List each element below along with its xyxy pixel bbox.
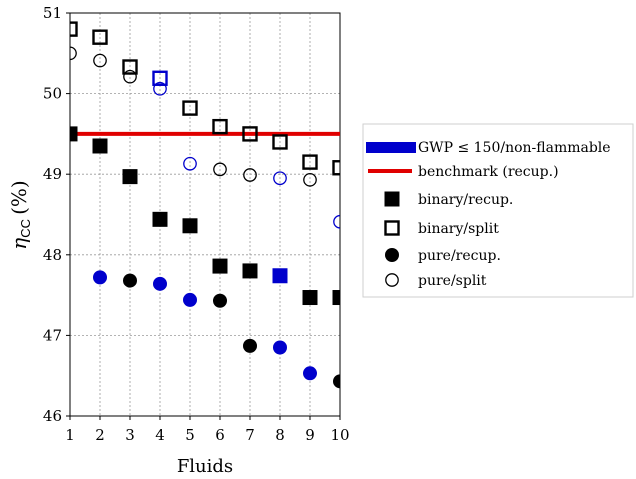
legend-open-square-icon bbox=[384, 220, 400, 236]
y-tick-label: 47 bbox=[43, 326, 62, 344]
x-tick-label: 3 bbox=[125, 426, 135, 444]
data-point bbox=[153, 81, 167, 96]
data-point bbox=[92, 138, 108, 154]
data-point bbox=[332, 290, 340, 306]
data-point bbox=[272, 268, 288, 284]
y-tick-label: 46 bbox=[43, 407, 62, 425]
legend-blue-bar-icon bbox=[366, 142, 416, 153]
data-point bbox=[70, 21, 78, 37]
data-point bbox=[70, 126, 78, 142]
plot-frame bbox=[69, 12, 341, 417]
data-point bbox=[123, 273, 137, 288]
legend: GWP ≤ 150/non-flammable benchmark (recup.… bbox=[362, 123, 634, 298]
data-point bbox=[333, 214, 340, 229]
data-point bbox=[332, 160, 340, 176]
legend-open-circle-icon bbox=[385, 273, 399, 287]
legend-label: binary/split bbox=[418, 221, 499, 237]
x-tick-label: 4 bbox=[155, 426, 165, 444]
grid bbox=[69, 12, 341, 417]
data-point bbox=[70, 46, 77, 61]
y-axis-subscript: CC bbox=[18, 219, 33, 238]
data-point bbox=[123, 69, 137, 84]
legend-label: binary/recup. bbox=[418, 192, 513, 208]
legend-filled-square-icon bbox=[384, 191, 400, 207]
data-point bbox=[182, 218, 198, 234]
data-point bbox=[242, 263, 258, 279]
data-point bbox=[273, 340, 287, 355]
legend-label: pure/recup. bbox=[418, 248, 501, 264]
x-tick-label: 10 bbox=[330, 426, 349, 444]
data-point bbox=[93, 53, 107, 68]
data-point bbox=[303, 366, 317, 381]
y-axis-label: ηCC (%) bbox=[7, 180, 33, 249]
legend-label: GWP ≤ 150/non-flammable bbox=[418, 140, 611, 156]
y-tick-label: 49 bbox=[43, 165, 62, 183]
data-point bbox=[93, 270, 107, 285]
data-point bbox=[92, 29, 108, 45]
data-point bbox=[122, 59, 138, 75]
data-point bbox=[153, 276, 167, 291]
x-axis-label: Fluids bbox=[177, 456, 233, 477]
data-point bbox=[212, 118, 228, 135]
x-tick-label: 8 bbox=[275, 426, 285, 444]
data-point bbox=[213, 293, 227, 308]
legend-label: benchmark (recup.) bbox=[418, 164, 559, 180]
data-point bbox=[183, 292, 197, 307]
y-tick-label: 50 bbox=[43, 85, 62, 103]
data-point bbox=[303, 172, 317, 187]
y-axis-unit: (%) bbox=[7, 180, 31, 215]
data-point bbox=[273, 171, 287, 186]
data-points bbox=[70, 21, 340, 389]
legend-filled-circle-icon bbox=[385, 248, 399, 262]
data-point bbox=[212, 258, 228, 274]
data-point bbox=[333, 374, 340, 389]
x-tick-label: 6 bbox=[215, 426, 225, 444]
data-point bbox=[243, 338, 257, 353]
x-tick-label: 9 bbox=[305, 426, 315, 444]
y-tick-label: 48 bbox=[43, 246, 62, 264]
x-tick-label: 2 bbox=[95, 426, 105, 444]
data-point bbox=[152, 211, 168, 227]
data-point bbox=[213, 162, 227, 177]
data-point bbox=[152, 70, 168, 86]
data-point bbox=[183, 156, 197, 171]
y-tick-label: 51 bbox=[43, 4, 62, 22]
data-point bbox=[302, 154, 318, 170]
data-point bbox=[242, 126, 258, 142]
x-tick-label: 1 bbox=[65, 426, 75, 444]
legend-label: pure/split bbox=[418, 273, 487, 289]
data-point bbox=[302, 290, 318, 306]
x-tick-label: 7 bbox=[245, 426, 255, 444]
x-tick-label: 5 bbox=[185, 426, 195, 444]
y-axis-symbol: η bbox=[7, 238, 31, 250]
data-point bbox=[122, 169, 138, 185]
data-point bbox=[272, 134, 288, 150]
data-point bbox=[243, 168, 257, 182]
data-point bbox=[182, 100, 198, 116]
axis-ticks: 1 2 3 4 5 6 7 8 9 10 46 47 48 49 50 51 bbox=[43, 4, 350, 444]
